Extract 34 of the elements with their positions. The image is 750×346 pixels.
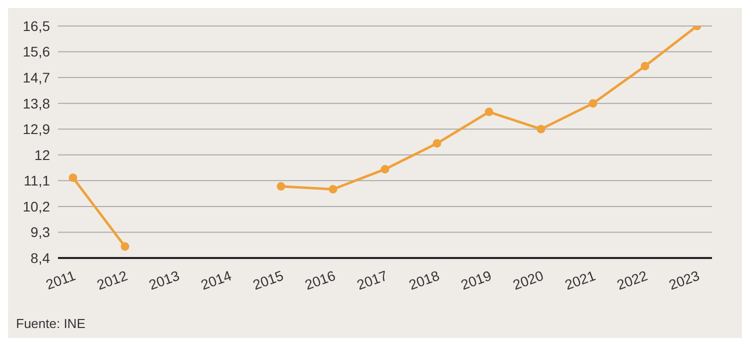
y-tick-label: 12 — [34, 146, 50, 163]
x-tick-label: 2020 — [510, 267, 546, 293]
x-tick-label: 2021 — [562, 267, 598, 293]
point — [640, 62, 650, 70]
point — [328, 185, 338, 194]
x-tick-label: 2016 — [302, 267, 338, 293]
point — [432, 139, 442, 148]
y-tick-label: 16,5 — [22, 18, 50, 34]
y-tick-label: 13,8 — [22, 95, 50, 112]
y-tick-label: 12,9 — [22, 121, 50, 138]
point — [276, 182, 286, 191]
point — [588, 99, 598, 108]
point — [484, 108, 494, 116]
x-tick-label: 2012 — [94, 267, 130, 293]
x-tick-label: 2018 — [406, 267, 442, 293]
x-tick-label: 2013 — [146, 267, 182, 293]
x-tick-label: 2015 — [250, 267, 286, 293]
y-tick-label: 15,6 — [22, 44, 50, 60]
point — [68, 174, 78, 182]
y-tick-label: 10,2 — [22, 198, 50, 214]
y-tick-label: 9,3 — [30, 224, 50, 240]
point — [120, 242, 130, 251]
y-tick-label: 8,4 — [30, 250, 50, 266]
y-tick-label: 14,7 — [22, 70, 50, 86]
x-tick-label: 2019 — [458, 267, 494, 293]
point — [536, 124, 546, 134]
y-tick-label: 11,1 — [24, 172, 50, 189]
point — [380, 164, 390, 174]
x-tick-label: 2022 — [614, 267, 650, 293]
x-tick-label: 2023 — [666, 267, 702, 293]
x-tick-label: 2011 — [44, 267, 78, 293]
x-tick-label: 2014 — [198, 267, 234, 293]
source-note: Fuente: INE — [16, 316, 86, 331]
x-tick-label: 2017 — [354, 267, 390, 293]
